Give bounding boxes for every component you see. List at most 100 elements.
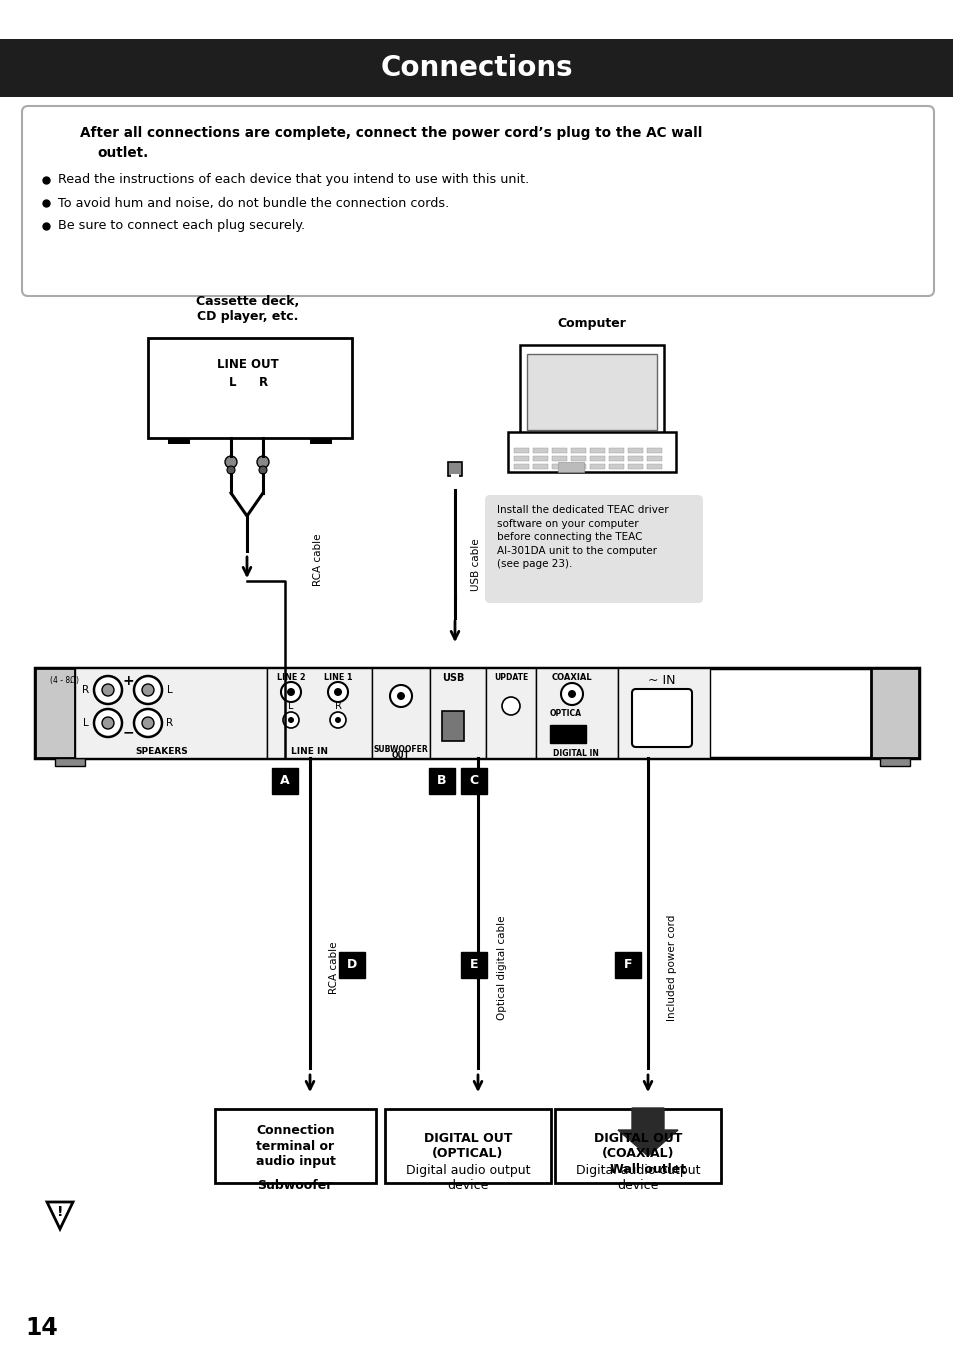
Text: COAXIAL: COAXIAL [551,673,592,682]
Circle shape [94,676,122,704]
Text: R: R [166,718,173,728]
Text: Wall outlet: Wall outlet [609,1163,685,1177]
Bar [627,448,642,454]
Text: Optical digital cable: Optical digital cable [497,915,506,1021]
FancyBboxPatch shape [272,768,297,793]
Text: L: L [288,701,294,711]
Bar [627,464,642,468]
Bar [35,668,918,758]
Bar [646,464,661,468]
Bar [608,456,623,460]
FancyBboxPatch shape [460,952,486,978]
Text: Digital audio output
device: Digital audio output device [405,1164,530,1192]
Circle shape [567,691,576,699]
Text: Included power cord: Included power cord [666,915,677,1021]
Circle shape [330,712,346,728]
Text: C: C [469,774,478,788]
Text: OUT: OUT [392,751,410,761]
Text: R: R [82,685,90,695]
FancyBboxPatch shape [429,768,455,793]
Circle shape [390,685,412,707]
Bar [485,668,536,758]
Text: +: + [122,674,133,688]
Circle shape [328,682,348,701]
Bar [75,668,267,758]
Polygon shape [618,1108,678,1156]
Bar [514,464,529,468]
FancyBboxPatch shape [460,768,486,793]
Circle shape [142,684,153,696]
Bar [533,448,547,454]
Circle shape [288,718,294,723]
Text: Read the instructions of each device that you intend to use with this unit.: Read the instructions of each device tha… [58,173,529,187]
Text: RCA cable: RCA cable [329,942,338,994]
Text: Cassette deck,
CD player, etc.: Cassette deck, CD player, etc. [196,295,299,324]
Text: F: F [623,959,632,972]
Text: Computer: Computer [557,317,626,330]
Bar [608,448,623,454]
Text: SPEAKERS: SPEAKERS [135,746,188,756]
Circle shape [142,718,153,728]
FancyBboxPatch shape [555,1109,720,1183]
Text: L: L [167,685,172,695]
Text: SUBWOOFER: SUBWOOFER [374,745,428,753]
Bar [519,345,663,435]
Text: Be sure to connect each plug securely.: Be sure to connect each plug securely. [58,219,305,233]
Text: Subwoofer: Subwoofer [257,1179,333,1192]
Bar [430,668,485,758]
FancyBboxPatch shape [385,1109,551,1183]
Text: After all connections are complete, connect the power cord’s plug to the AC wall: After all connections are complete, conn… [80,126,701,139]
Bar [372,668,430,758]
Bar [533,464,547,468]
Text: LINE IN: LINE IN [292,746,328,756]
Circle shape [283,712,298,728]
Text: To avoid hum and noise, do not bundle the connection cords.: To avoid hum and noise, do not bundle th… [58,196,449,210]
Text: E: E [469,959,477,972]
Circle shape [102,684,113,696]
Bar [589,456,604,460]
Text: Connection
terminal or
audio input: Connection terminal or audio input [255,1125,335,1167]
Bar [552,456,566,460]
Bar [879,758,909,766]
Bar [514,456,529,460]
Text: 14: 14 [25,1316,58,1340]
Circle shape [396,692,405,700]
Text: OPTICA: OPTICA [550,709,581,719]
Text: !: ! [56,1205,63,1219]
Bar [589,448,604,454]
Bar [168,437,190,444]
Circle shape [133,709,162,737]
Text: Digital audio output
device: Digital audio output device [576,1164,700,1192]
Circle shape [501,697,519,715]
Bar [448,462,461,477]
Text: R: R [258,375,267,389]
FancyBboxPatch shape [484,496,702,603]
Bar [608,464,623,468]
Bar [526,353,657,431]
Bar [533,456,547,460]
Polygon shape [47,1202,73,1229]
FancyBboxPatch shape [214,1109,375,1183]
Text: L: L [229,375,236,389]
Text: D: D [347,959,356,972]
Circle shape [102,718,113,728]
Text: outlet.: outlet. [97,146,148,160]
Text: USB cable: USB cable [471,539,480,592]
Text: ~ IN: ~ IN [648,673,675,686]
Text: RCA cable: RCA cable [313,533,323,586]
Text: DIGITAL OUT
(COAXIAL): DIGITAL OUT (COAXIAL) [593,1132,681,1160]
Bar [618,668,709,758]
Bar [514,448,529,454]
FancyBboxPatch shape [338,952,365,978]
Bar [589,464,604,468]
Bar [310,437,332,444]
Text: Install the dedicated TEAC driver
software on your computer
before connecting th: Install the dedicated TEAC driver softwa… [497,505,668,570]
Circle shape [227,466,234,474]
Bar [451,474,458,481]
FancyBboxPatch shape [441,711,463,741]
Text: LINE 2: LINE 2 [276,673,305,682]
Text: UPDATE: UPDATE [494,673,528,682]
Circle shape [133,676,162,704]
Text: R: R [335,701,341,711]
Bar [267,668,372,758]
